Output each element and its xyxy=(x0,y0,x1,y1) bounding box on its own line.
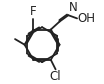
Text: N: N xyxy=(69,1,77,14)
Text: Cl: Cl xyxy=(50,70,61,83)
Text: OH: OH xyxy=(77,12,95,25)
Text: F: F xyxy=(30,5,37,18)
